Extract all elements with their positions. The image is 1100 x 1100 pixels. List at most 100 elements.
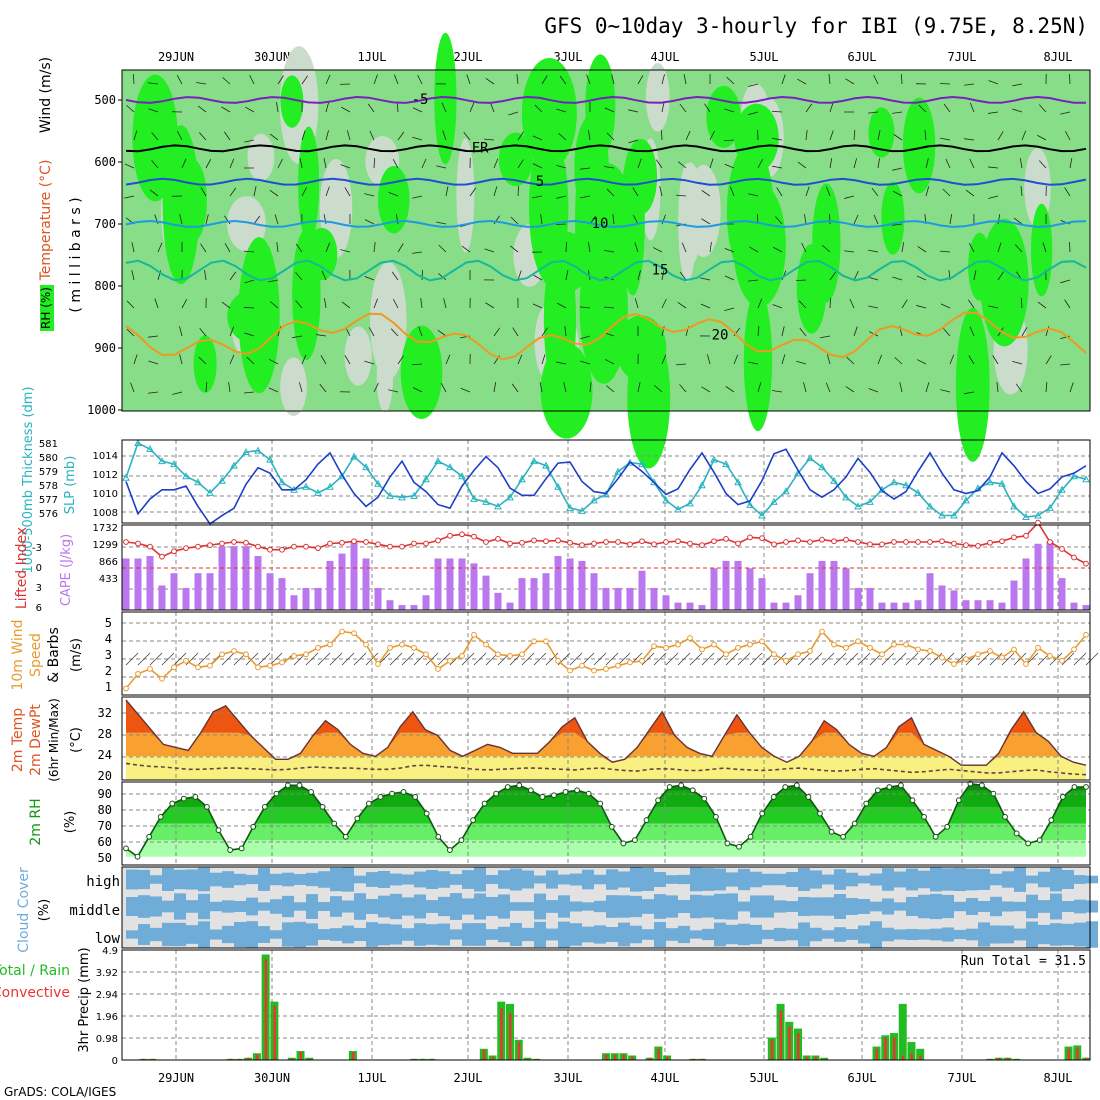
cape-bar bbox=[1058, 578, 1066, 610]
cloud-block-middle bbox=[678, 899, 690, 914]
upper-wind-barb bbox=[246, 356, 255, 365]
upper-wind-barb bbox=[200, 243, 207, 253]
upper-wind-barb bbox=[873, 74, 879, 85]
upper-wind-barb bbox=[1013, 217, 1023, 225]
thickness-point bbox=[506, 493, 514, 501]
upper-wind-barb bbox=[229, 354, 235, 365]
rh2m-point bbox=[285, 782, 291, 789]
upper-wind-barb bbox=[484, 138, 495, 141]
precip-conv-bar bbox=[308, 1058, 311, 1060]
rh2m-point bbox=[979, 782, 985, 789]
upper-wind-barb bbox=[1012, 83, 1023, 87]
wind-barb bbox=[353, 652, 367, 666]
wind-barb bbox=[401, 652, 415, 666]
rh2m-point bbox=[169, 800, 176, 807]
upper-tick-900: 900 bbox=[94, 341, 116, 355]
upper-wind-barb bbox=[223, 131, 231, 141]
cloud-block-low bbox=[438, 923, 450, 946]
cloud-block-low bbox=[126, 930, 138, 939]
rh-moist-patch bbox=[812, 183, 841, 303]
upper-wind-barb bbox=[606, 188, 615, 197]
cape-bar bbox=[290, 595, 298, 610]
upper-wind-barb bbox=[249, 74, 255, 85]
wind-barb bbox=[689, 652, 703, 666]
thickness-point bbox=[446, 463, 454, 471]
cloud-block-low bbox=[798, 922, 810, 947]
temp2m-panel: 32 28 24 20 2m Temp 2m DewPt (6hr Min/Max) (°C) bbox=[10, 696, 1091, 783]
cape-bar bbox=[578, 560, 586, 610]
cloud-block-high bbox=[882, 868, 894, 891]
cloud-block-low bbox=[414, 923, 426, 946]
upper-wind-barb bbox=[679, 384, 687, 393]
rh2m-point bbox=[504, 784, 511, 790]
rh-moist-patch bbox=[400, 325, 443, 420]
upper-wind-barb bbox=[344, 187, 351, 197]
cape-bar bbox=[434, 558, 442, 610]
cloud-block-middle bbox=[150, 896, 162, 917]
lifted-index-point bbox=[903, 539, 909, 545]
thickness-point bbox=[242, 448, 250, 456]
cape-bar bbox=[866, 587, 874, 610]
cape-bar bbox=[770, 602, 778, 610]
cloud-block-high bbox=[870, 873, 882, 886]
rh2m-point bbox=[643, 817, 650, 824]
thickness-point bbox=[470, 494, 478, 502]
upper-wind-barb bbox=[1012, 360, 1023, 365]
cloud-block-high bbox=[450, 874, 462, 885]
wind-barb bbox=[845, 652, 859, 666]
wind-barb bbox=[521, 652, 535, 666]
upper-wind-barb bbox=[269, 133, 279, 141]
rh-moist-patch bbox=[734, 103, 779, 173]
rh2m-point bbox=[608, 823, 615, 830]
upper-wind-barb bbox=[340, 249, 351, 253]
upper-wind-barb bbox=[224, 243, 231, 253]
upper-wind-barb bbox=[771, 110, 783, 113]
rh2m-point bbox=[308, 789, 314, 795]
wind-barb bbox=[725, 652, 739, 666]
wind-barb bbox=[197, 652, 211, 666]
upper-wind-barb bbox=[868, 388, 879, 393]
cloud-block-middle bbox=[1074, 899, 1086, 914]
upper-wind-barb bbox=[268, 358, 279, 365]
cloud-block-middle bbox=[186, 900, 198, 913]
upper-wind-barb bbox=[397, 355, 404, 365]
rh2m-point bbox=[365, 800, 372, 807]
lifted-index-point bbox=[831, 538, 837, 545]
lifted-index-point bbox=[327, 540, 333, 547]
upper-wind-barb bbox=[969, 102, 975, 113]
cloud-block-low bbox=[234, 921, 246, 948]
upper-wind-barb bbox=[556, 108, 567, 113]
li-tick-1: 0 bbox=[36, 563, 42, 574]
lifted-index-point bbox=[951, 540, 957, 547]
precip-conv-bar bbox=[989, 1058, 992, 1060]
cloud-block-middle bbox=[594, 900, 606, 913]
rh2m-point bbox=[921, 813, 927, 820]
upper-wind-barb bbox=[964, 83, 975, 86]
wind-speed-point bbox=[399, 641, 405, 648]
cloud-block-middle bbox=[990, 896, 1002, 917]
cloud-block-high bbox=[606, 869, 618, 890]
upper-wind-barb bbox=[748, 111, 759, 116]
thickness-point bbox=[830, 476, 838, 484]
upper-wind-barb bbox=[412, 107, 423, 113]
wind-barb bbox=[305, 652, 319, 666]
thickness-point bbox=[698, 481, 706, 489]
rh-dry-patch bbox=[344, 326, 372, 386]
wind-barb bbox=[149, 652, 163, 666]
cloud-block-high bbox=[186, 869, 198, 890]
upper-wind-barb bbox=[556, 165, 567, 169]
rh2m-point bbox=[516, 782, 523, 789]
thickness-point bbox=[1010, 502, 1018, 510]
cloud-block-low bbox=[630, 925, 642, 944]
cloud-block-low bbox=[762, 929, 774, 940]
rh-legend-swatch bbox=[40, 285, 54, 331]
upper-wind-barb bbox=[661, 270, 665, 281]
upper-wind-barb bbox=[205, 382, 208, 393]
upper-wind-barb bbox=[781, 354, 786, 365]
upper-label-temp: Temperature (°C) bbox=[38, 160, 54, 282]
precip-conv-bar bbox=[622, 1054, 625, 1060]
wind-speed-point bbox=[363, 641, 369, 648]
upper-wind-barb bbox=[222, 77, 231, 85]
cloud-block-middle bbox=[954, 901, 966, 912]
cape-bar bbox=[758, 578, 766, 610]
